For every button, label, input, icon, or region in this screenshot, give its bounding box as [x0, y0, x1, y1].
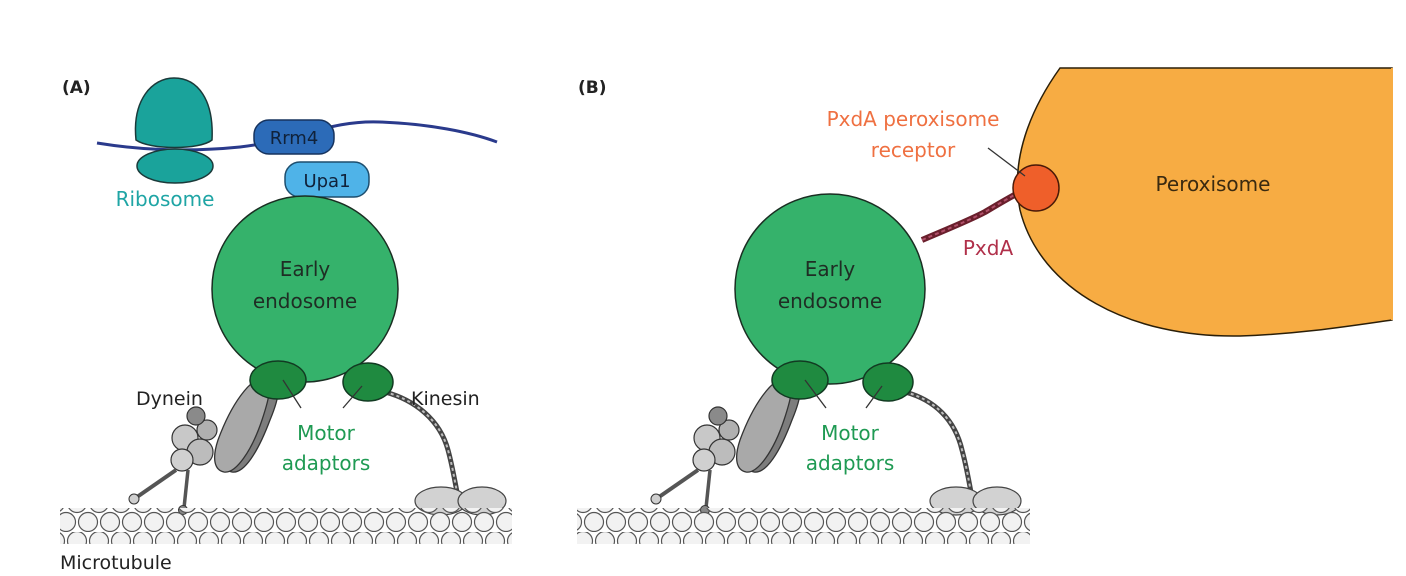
- motor-adaptor-dynein-b: [771, 360, 829, 400]
- kinesin-coiled-coil: [384, 391, 461, 507]
- ribosome-large-subunit: [134, 77, 213, 149]
- upa1-label: Upa1: [303, 171, 350, 192]
- kinesin-label: Kinesin: [411, 388, 480, 410]
- pxda-peroxisome-receptor: [1012, 164, 1060, 212]
- rrm4-protein: [253, 119, 335, 155]
- dynein-ring-5: [186, 406, 206, 426]
- kinesin-motor-b: [904, 389, 1022, 516]
- dynein-stalk: [135, 468, 178, 499]
- adaptor-pointer-a-left: [282, 379, 302, 409]
- motor-adaptor-kinesin-a: [342, 362, 394, 402]
- dynein-ring-3: [170, 448, 194, 472]
- pxda-label: PxdA: [963, 236, 1014, 260]
- dynein-ring-4: [196, 419, 218, 441]
- receptor-label-line1: PxdA peroxisome: [827, 107, 1000, 131]
- motor-adaptor-dynein-a: [249, 360, 307, 400]
- kinesin-motor-a: [384, 389, 507, 516]
- endosome-b-label-line1: Early: [805, 257, 856, 281]
- dynein-tail: [213, 377, 271, 473]
- kinesin-b-coiled-coil: [904, 391, 975, 507]
- pxda-coil: [921, 192, 1019, 241]
- endosome-b-label-line2: endosome: [778, 289, 882, 313]
- adaptors-b-label-line2: adaptors: [806, 451, 895, 475]
- rrm4-label: Rrm4: [270, 128, 319, 149]
- dynein-b-linker: [704, 469, 712, 509]
- panel-a: (A) Ribosome Rrm4 Upa1 Early endosome: [60, 77, 512, 574]
- adaptor-pointer-b-right: [865, 385, 883, 409]
- early-endosome-b: [734, 193, 926, 385]
- adaptors-a-label-line1: Motor: [297, 421, 356, 445]
- receptor-label-line2: receptor: [871, 138, 956, 162]
- ribosome: [134, 77, 214, 184]
- endosome-a-label-line2: endosome: [253, 289, 357, 313]
- endosome-a-label-line1: Early: [280, 257, 331, 281]
- panel-b: (B) Peroxisome PxdA PxdA peroxisome rece…: [577, 67, 1393, 544]
- microtubule-b: [577, 508, 1030, 544]
- upa1-protein: [284, 161, 370, 198]
- dynein-b-ring-4: [718, 419, 740, 441]
- adaptors-b-label-line1: Motor: [821, 421, 880, 445]
- dynein-mt-binding-domain: [128, 493, 140, 505]
- adaptor-pointer-b-left: [804, 379, 827, 409]
- dynein-tail-b: [735, 377, 793, 473]
- dynein-motor-a: [128, 377, 279, 515]
- motor-adaptor-kinesin-b: [862, 362, 914, 402]
- ribosome-label: Ribosome: [116, 187, 215, 211]
- adaptor-pointer-a-right: [342, 385, 363, 409]
- ribosome-small-subunit: [136, 148, 214, 184]
- adaptors-a-label-line2: adaptors: [282, 451, 371, 475]
- dynein-motor-b: [650, 377, 801, 515]
- dynein-b-stalk: [657, 468, 700, 499]
- dynein-linker: [182, 469, 190, 509]
- receptor-pointer: [987, 147, 1026, 177]
- panel-a-label: (A): [62, 78, 91, 98]
- peroxisome: [1016, 67, 1393, 337]
- microtubule-a: [60, 508, 512, 544]
- dynein-b-ring-5: [708, 406, 728, 426]
- microtubule-label: Microtubule: [60, 552, 172, 574]
- peroxisome-label: Peroxisome: [1156, 172, 1271, 196]
- dynein-b-ring-3: [692, 448, 716, 472]
- panel-b-label: (B): [578, 78, 607, 98]
- dynein-label: Dynein: [136, 388, 203, 410]
- dynein-b-mt-binding-domain: [650, 493, 662, 505]
